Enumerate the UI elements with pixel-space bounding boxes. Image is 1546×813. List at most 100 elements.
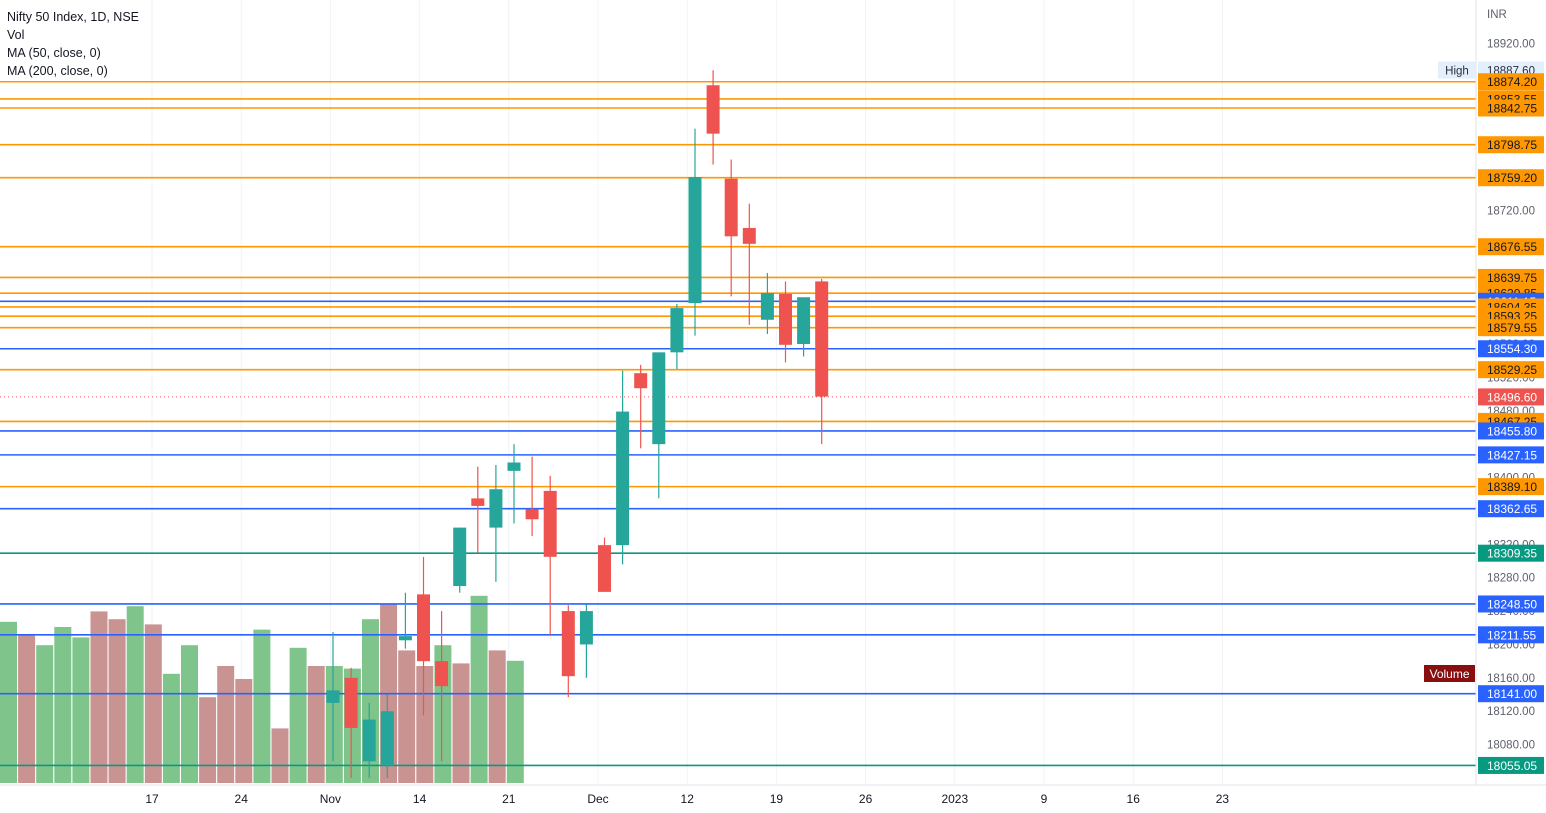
x-tick-label: 14 — [413, 792, 427, 806]
level-price-label: 18309.35 — [1487, 547, 1537, 561]
x-tick-label: 12 — [681, 792, 695, 806]
candle-body — [760, 293, 774, 320]
volume-bar — [217, 666, 235, 783]
level-price-tag — [1478, 756, 1544, 774]
legend-title: Nifty 50 Index, 1D, NSE — [7, 10, 140, 24]
level-price-label: 18055.05 — [1487, 759, 1537, 773]
candle-body — [724, 178, 738, 237]
level-price-tag — [1478, 595, 1544, 613]
chart-legend: Nifty 50 Index, 1D, NSE Vol MA (50, clos… — [7, 8, 139, 80]
level-price-label: 18529.25 — [1487, 363, 1537, 377]
volume-bar — [307, 666, 325, 783]
volume-bar — [0, 621, 17, 783]
legend-volume: Vol — [7, 28, 25, 42]
high-label-box — [1438, 61, 1476, 79]
volume-tag-label: Volume — [1429, 667, 1469, 681]
candle-body — [417, 594, 430, 662]
candle-body — [815, 281, 829, 397]
x-tick-label: 16 — [1127, 792, 1141, 806]
level-price-tag — [1478, 685, 1544, 703]
level-price-label: 18211.55 — [1487, 628, 1536, 642]
volume-bar — [90, 611, 108, 783]
candle-body — [670, 308, 684, 353]
level-price-label: 18455.80 — [1487, 424, 1537, 438]
candle-body — [616, 411, 630, 546]
x-tick-label: 17 — [145, 792, 159, 806]
volume-bar — [72, 637, 90, 783]
x-tick-label: 2023 — [941, 792, 968, 806]
level-price-label: 18639.75 — [1487, 271, 1537, 285]
candle-body — [380, 711, 394, 766]
level-price-label: 18676.55 — [1487, 240, 1537, 254]
level-price-tag — [1478, 319, 1544, 337]
level-price-tag — [1478, 73, 1544, 91]
candle-body — [797, 297, 811, 344]
volume-bar — [18, 634, 36, 783]
volume-bar — [488, 650, 506, 783]
candle-body — [742, 227, 756, 244]
candle-body — [706, 85, 720, 134]
candle-body — [326, 690, 340, 703]
level-price-tag — [1478, 422, 1544, 440]
volume-bar — [398, 650, 416, 783]
volume-bar — [253, 629, 271, 783]
level-price-label: 18427.15 — [1487, 448, 1537, 462]
level-price-tag — [1478, 500, 1544, 518]
level-price-tag — [1478, 136, 1544, 154]
level-price-label: 18798.75 — [1487, 138, 1537, 152]
level-price-tag — [1478, 268, 1544, 286]
candle-body — [507, 462, 521, 471]
volume-bar — [181, 645, 198, 783]
x-tick-label: 23 — [1216, 792, 1230, 806]
candle-body — [579, 611, 593, 645]
candle-body — [652, 352, 666, 445]
legend-ma200: MA (200, close, 0) — [7, 64, 108, 78]
currency-label: INR — [1487, 9, 1507, 21]
level-price-label: 18759.20 — [1487, 171, 1537, 185]
x-tick-label: 26 — [859, 792, 873, 806]
candle-body — [435, 661, 449, 687]
x-tick-label: Nov — [320, 792, 341, 806]
volume-bar — [199, 697, 217, 783]
y-tick-label: 18720.00 — [1487, 205, 1535, 217]
volume-bar — [144, 624, 162, 783]
level-price-label: 18554.30 — [1487, 342, 1537, 356]
x-tick-label: Dec — [587, 792, 608, 806]
legend-ma50: MA (50, close, 0) — [7, 46, 101, 60]
candle-body — [398, 636, 412, 641]
level-price-label: 18579.55 — [1487, 321, 1537, 335]
candle-body — [779, 293, 792, 345]
volume-bar — [289, 647, 307, 783]
volume-bar — [235, 679, 253, 783]
candle-body — [543, 490, 557, 557]
x-tick-label: 24 — [235, 792, 249, 806]
level-price-label: 18141.00 — [1487, 687, 1537, 701]
volume-bar — [271, 728, 289, 783]
level-price-label: 18389.10 — [1487, 480, 1537, 494]
candle-body — [344, 677, 358, 728]
volume-bar — [416, 666, 434, 783]
last-price-label: 18496.60 — [1487, 390, 1537, 404]
candle-body — [453, 527, 467, 587]
x-tick-label: 21 — [502, 792, 516, 806]
level-price-tag — [1478, 478, 1544, 496]
level-price-label: 18842.75 — [1487, 101, 1537, 115]
candle-body — [525, 509, 539, 520]
level-price-tag — [1478, 99, 1544, 117]
level-price-label: 18248.50 — [1487, 597, 1537, 611]
candle-body — [598, 545, 611, 592]
volume-bar — [470, 595, 488, 783]
y-tick-label: 18160.00 — [1487, 673, 1535, 685]
level-price-tag — [1478, 238, 1544, 256]
level-price-tag — [1478, 626, 1544, 644]
x-tick-label: 19 — [770, 792, 784, 806]
volume-bar — [54, 627, 72, 783]
y-tick-label: 18080.00 — [1487, 740, 1535, 752]
candle-body — [634, 373, 648, 389]
level-price-tag — [1478, 340, 1544, 358]
candle-body — [471, 498, 485, 506]
candle-body — [362, 719, 376, 762]
candle-body — [688, 177, 702, 304]
volume-bar — [36, 645, 54, 783]
